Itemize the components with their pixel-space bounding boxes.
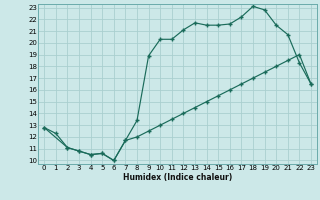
X-axis label: Humidex (Indice chaleur): Humidex (Indice chaleur): [123, 173, 232, 182]
